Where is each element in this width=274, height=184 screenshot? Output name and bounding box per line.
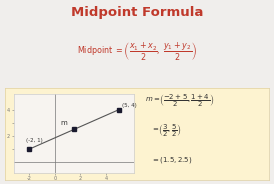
Text: $m=\!\left(\dfrac{-2+5}{2},\dfrac{1+4}{2}\right)$: $m=\!\left(\dfrac{-2+5}{2},\dfrac{1+4}{2… [145,93,215,109]
Text: (5, 4): (5, 4) [122,103,136,108]
Text: Midpoint Formula: Midpoint Formula [71,6,203,19]
Text: $=\!\left(\dfrac{3}{2},\dfrac{5}{2}\right)$: $=\!\left(\dfrac{3}{2},\dfrac{5}{2}\righ… [151,123,181,139]
Text: $=(1.5,2.5)$: $=(1.5,2.5)$ [151,155,192,164]
Text: m: m [60,120,67,126]
Text: Midpoint $= \left(\dfrac{x_1+x_2}{2},\;\dfrac{y_1+y_2}{2}\right)$: Midpoint $= \left(\dfrac{x_1+x_2}{2},\;\… [77,40,197,63]
Text: (-2, 1): (-2, 1) [26,138,43,143]
